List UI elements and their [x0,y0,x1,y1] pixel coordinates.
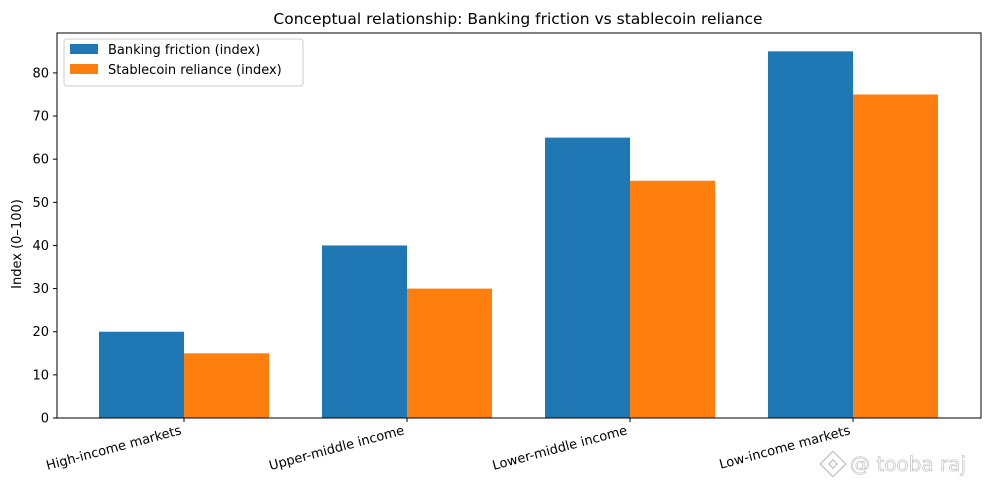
legend-swatch [70,44,98,54]
legend-label: Banking friction (index) [108,43,260,58]
legend-swatch [70,64,98,74]
bar-stablecoin-reliance-0 [184,353,269,418]
bar-stablecoin-reliance-2 [630,180,715,418]
watermark-text: @ tooba raj [850,452,966,476]
x-tick-label: Lower-middle income [491,423,629,473]
y-tick-label: 40 [32,239,49,254]
bar-banking-friction-0 [99,331,184,418]
x-tick-label: High-income markets [45,423,184,474]
x-tick-label: Low-income markets [718,423,852,472]
bar-stablecoin-reliance-1 [407,288,492,418]
bar-banking-friction-2 [545,137,630,418]
binance-logo-icon [819,450,847,478]
legend: Banking friction (index) Stablecoin relia… [63,38,304,87]
bar-stablecoin-reliance-3 [853,94,938,419]
plot-frame [56,32,982,419]
y-axis-label: Index (0–100) [10,199,25,289]
y-tick-label: 30 [32,282,49,297]
bar-banking-friction-3 [768,51,853,418]
x-tick-label: Upper-middle income [268,423,406,474]
y-tick-label: 70 [32,110,49,125]
y-tick-label: 10 [32,368,49,383]
legend-label: Stablecoin reliance (index) [108,63,282,78]
y-tick-label: 80 [32,66,49,81]
y-tick-label: 50 [32,196,49,211]
bar-banking-friction-1 [322,245,407,418]
y-axis: 0 10 20 30 40 50 60 70 80 [32,66,57,427]
y-tick-label: 0 [41,412,49,427]
x-axis: High-income markets Upper-middle income Lo… [45,418,854,474]
bars-layer [99,51,938,419]
watermark: @ tooba raj [819,450,966,478]
y-tick-label: 20 [32,325,49,340]
legend-box [63,38,304,87]
y-tick-label: 60 [32,153,49,168]
chart-title: Conceptual relationship: Banking frictio… [273,10,762,28]
